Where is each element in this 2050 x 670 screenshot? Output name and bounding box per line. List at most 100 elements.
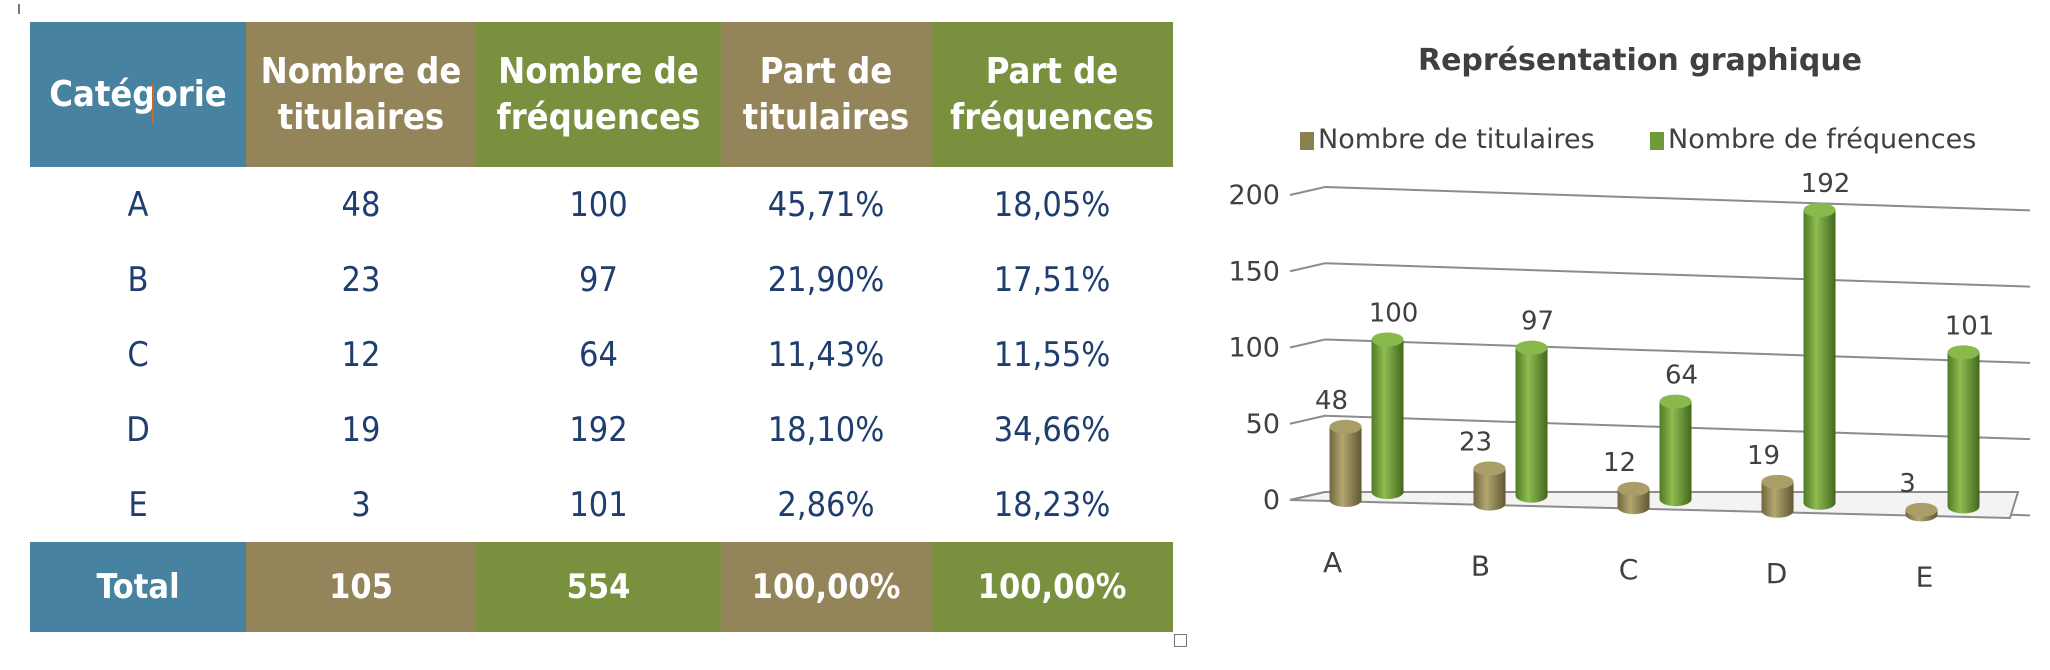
bar-top-frequences-D <box>1803 203 1836 217</box>
bar-titulaires-A <box>1329 426 1362 507</box>
cell-part-titulaires[interactable]: 2,86% <box>777 484 875 525</box>
header-row: Catégorie Nombre de titulaires Nombre de… <box>30 22 1173 167</box>
total-nombre-frequences[interactable]: 554 <box>476 542 721 632</box>
bar-top-titulaires-A <box>1329 419 1362 434</box>
total-part-titulaires[interactable]: 100,00% <box>721 542 931 632</box>
gridline <box>1324 338 2030 364</box>
x-tick-label: A <box>1323 546 1342 579</box>
cell-categorie[interactable]: B <box>127 259 149 300</box>
data-table: Catégorie Nombre de titulaires Nombre de… <box>30 22 1173 632</box>
gridline-side <box>1289 262 1326 273</box>
table-row: B 23 97 21,90% 17,51% <box>30 242 1173 317</box>
legend-label-titulaires: Nombre de titulaires <box>1318 124 1595 155</box>
bar-titulaires-C <box>1617 488 1650 515</box>
data-label-frequences-B: 97 <box>1521 307 1554 337</box>
header-nombre-frequences[interactable]: Nombre de fréquences <box>476 22 721 167</box>
data-label-frequences-C: 64 <box>1665 361 1698 391</box>
data-label-frequences-D: 192 <box>1801 169 1851 199</box>
cell-nombre-frequences[interactable]: 64 <box>579 334 618 375</box>
x-tick-label: C <box>1619 553 1639 586</box>
bar-frequences-B <box>1515 347 1548 503</box>
header-categorie[interactable]: Catégorie <box>30 22 246 167</box>
cell-nombre-titulaires[interactable]: 12 <box>341 334 381 375</box>
x-tick-label: E <box>1916 560 1934 593</box>
plot-area: 0 50 100 150 200 48 100 A 23 97 B 12 64 C 19 192 D 3 101 E <box>1228 169 2030 593</box>
cell-part-frequences[interactable]: 11,55% <box>993 334 1111 375</box>
text-cursor <box>152 84 154 124</box>
bar-top-titulaires-B <box>1473 461 1506 476</box>
y-tick-label: 100 <box>1228 333 1280 364</box>
cell-categorie[interactable]: D <box>126 409 150 450</box>
cell-categorie[interactable]: C <box>127 334 149 375</box>
data-label-titulaires-C: 12 <box>1603 448 1636 478</box>
cell-nombre-frequences[interactable]: 100 <box>569 184 628 225</box>
cell-part-frequences[interactable]: 17,51% <box>993 259 1111 300</box>
total-row: Total 105 554 100,00% 100,00% <box>30 542 1173 632</box>
total-nombre-titulaires[interactable]: 105 <box>246 542 476 632</box>
y-tick-label: 150 <box>1228 256 1280 287</box>
bar-frequences-A <box>1371 339 1404 499</box>
gridline-side <box>1289 414 1326 425</box>
legend-swatch-frequences <box>1650 132 1664 150</box>
bar-top-titulaires-D <box>1761 474 1794 489</box>
cell-categorie[interactable]: E <box>128 484 148 525</box>
cell-nombre-frequences[interactable]: 101 <box>569 484 628 525</box>
header-nombre-titulaires[interactable]: Nombre de titulaires <box>246 22 476 167</box>
x-tick-label: B <box>1471 550 1490 583</box>
cell-categorie[interactable]: A <box>127 184 149 225</box>
cell-nombre-titulaires[interactable]: 3 <box>351 484 371 525</box>
bar-top-frequences-A <box>1371 332 1404 347</box>
table-row: D 19 192 18,10% 34,66% <box>30 392 1173 467</box>
cell-part-frequences[interactable]: 18,23% <box>993 484 1111 525</box>
total-part-frequences[interactable]: 100,00% <box>931 542 1173 632</box>
cell-corner-mark <box>18 4 20 14</box>
bar-top-frequences-C <box>1659 394 1692 409</box>
bar-top-frequences-E <box>1947 345 1980 360</box>
bar-top-titulaires-C <box>1617 481 1650 496</box>
bar-titulaires-B <box>1473 468 1506 511</box>
cell-nombre-frequences[interactable]: 192 <box>569 409 628 450</box>
data-label-titulaires-D: 19 <box>1747 441 1780 471</box>
table-resize-handle[interactable] <box>1174 634 1187 647</box>
total-label[interactable]: Total <box>30 542 246 632</box>
gridline-side <box>1289 338 1326 349</box>
bar-frequences-C <box>1659 401 1692 507</box>
y-tick-label: 50 <box>1246 409 1280 440</box>
cell-nombre-titulaires[interactable]: 19 <box>341 409 381 450</box>
gridline <box>1324 262 2030 288</box>
header-part-frequences[interactable]: Part de fréquences <box>931 22 1173 167</box>
bar-top-titulaires-E <box>1905 502 1938 517</box>
cell-nombre-frequences[interactable]: 97 <box>579 259 618 300</box>
chart-legend: Nombre de titulaires Nombre de fréquence… <box>1300 124 1976 155</box>
bar-frequences-E <box>1947 352 1980 514</box>
y-tick-label: 0 <box>1263 485 1280 516</box>
table-row: E 3 101 2,86% 18,23% <box>30 467 1173 542</box>
cell-part-frequences[interactable]: 18,05% <box>993 184 1111 225</box>
cell-nombre-titulaires[interactable]: 23 <box>341 259 381 300</box>
data-label-titulaires-E: 3 <box>1899 469 1916 499</box>
bar-top-frequences-B <box>1515 340 1548 355</box>
data-label-titulaires-B: 23 <box>1459 428 1492 458</box>
bar-chart[interactable]: Représentation graphique Nombre de titul… <box>1220 30 2030 640</box>
data-label-titulaires-A: 48 <box>1315 386 1348 416</box>
bar-titulaires-D <box>1761 481 1794 518</box>
cell-part-titulaires[interactable]: 18,10% <box>767 409 885 450</box>
chart-title: Représentation graphique <box>1418 43 1862 78</box>
cell-part-frequences[interactable]: 34,66% <box>993 409 1111 450</box>
x-tick-label: D <box>1766 557 1788 590</box>
header-part-titulaires[interactable]: Part de titulaires <box>721 22 931 167</box>
table-row: C 12 64 11,43% 11,55% <box>30 317 1173 392</box>
y-tick-label: 200 <box>1228 180 1280 211</box>
legend-label-frequences: Nombre de fréquences <box>1668 124 1976 155</box>
table-row: A 48 100 45,71% 18,05% <box>30 167 1173 242</box>
cell-nombre-titulaires[interactable]: 48 <box>341 184 381 225</box>
gridline <box>1324 186 2030 212</box>
cell-part-titulaires[interactable]: 21,90% <box>767 259 885 300</box>
cell-part-titulaires[interactable]: 45,71% <box>767 184 885 225</box>
bar-frequences-D <box>1803 210 1836 510</box>
data-label-frequences-A: 100 <box>1369 299 1419 329</box>
gridline-side <box>1289 186 1326 196</box>
data-label-frequences-E: 101 <box>1945 311 1995 341</box>
cell-part-titulaires[interactable]: 11,43% <box>767 334 885 375</box>
